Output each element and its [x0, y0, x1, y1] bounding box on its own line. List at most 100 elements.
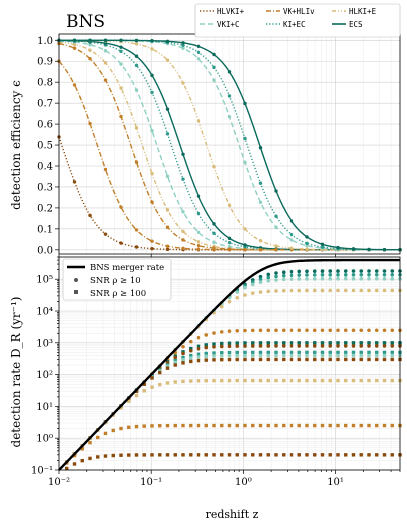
efficiency-point	[227, 247, 232, 251]
efficiency-point	[336, 245, 340, 250]
rate-point	[274, 353, 278, 358]
rate-point	[204, 358, 208, 362]
rate-point	[382, 288, 387, 293]
rate-point	[313, 378, 317, 383]
top-legend-label: HLVKI+	[217, 7, 245, 16]
rate-point	[258, 290, 263, 294]
rate-point	[196, 355, 201, 359]
rate-point	[204, 453, 208, 457]
rate-point	[367, 353, 371, 358]
top-ytick-label: 1.0	[37, 36, 53, 47]
rate-point	[235, 357, 239, 362]
rate-point	[351, 273, 356, 277]
rate-point	[196, 344, 201, 349]
efficiency-point	[72, 38, 77, 42]
rate-point	[351, 269, 356, 273]
efficiency-point	[165, 58, 170, 62]
efficiency-point	[212, 78, 216, 82]
rate-point	[289, 357, 294, 362]
rate-point	[282, 350, 286, 355]
efficiency-point	[134, 88, 139, 92]
rate-point	[258, 453, 263, 457]
rate-point	[150, 376, 154, 380]
rate-point	[266, 328, 271, 333]
rate-point	[243, 341, 247, 345]
efficiency-point	[181, 81, 185, 85]
rate-point	[305, 350, 309, 355]
efficiency-point	[274, 189, 278, 193]
efficiency-point	[150, 73, 154, 78]
efficiency-point	[243, 227, 247, 231]
rate-point	[359, 269, 364, 273]
rate-point	[305, 277, 309, 281]
rate-point	[189, 346, 193, 351]
rate-point	[328, 378, 332, 383]
rate-point	[72, 462, 77, 466]
rate-point	[227, 357, 232, 362]
rate-point	[320, 269, 325, 273]
rate-point	[374, 276, 379, 281]
efficiency-point	[88, 38, 92, 42]
rate-point	[328, 350, 332, 355]
rate-point	[266, 275, 271, 280]
rate-point	[382, 273, 387, 277]
rate-point	[312, 273, 317, 277]
efficiency-point	[181, 238, 185, 242]
rate-point	[344, 350, 348, 355]
bottom-legend: BNS merger rate SNR ρ ≥ 10 SNR ρ ≥ 100	[62, 258, 172, 301]
rate-point	[367, 341, 371, 345]
efficiency-point	[196, 57, 201, 61]
efficiency-point	[305, 241, 309, 245]
rate-point	[165, 381, 170, 385]
merger-rate-line	[58, 258, 400, 471]
rate-point	[258, 344, 263, 348]
rate-point	[297, 423, 301, 428]
rate-point	[134, 453, 139, 457]
rate-point	[235, 290, 240, 294]
xtick-label: 10⁻²	[48, 477, 70, 488]
rate-point	[204, 333, 209, 337]
rate-point	[142, 453, 146, 457]
rate-point	[227, 329, 232, 333]
efficiency-point	[196, 44, 201, 49]
rate-point	[119, 453, 123, 457]
rate-point	[343, 273, 348, 277]
rate-point	[235, 295, 240, 300]
top-legend-label: HLKI+E	[349, 7, 377, 16]
rate-point	[359, 276, 364, 281]
rate-point	[212, 351, 216, 355]
rate-point	[111, 453, 115, 458]
rate-point	[212, 378, 216, 383]
efficiency-point	[150, 47, 154, 51]
efficiency-point	[150, 39, 154, 43]
rate-point	[251, 341, 255, 345]
rate-point	[212, 354, 216, 358]
rate-point	[289, 423, 294, 428]
bottom-legend-label: BNS merger rate	[90, 263, 164, 273]
rate-point	[359, 453, 363, 457]
efficiency-point	[119, 86, 123, 90]
rate-point	[282, 453, 286, 457]
top-legend-label: VKI+C	[217, 20, 240, 29]
rate-point	[212, 331, 216, 335]
rate-point	[134, 393, 139, 398]
efficiency-point	[274, 214, 278, 218]
efficiency-point	[165, 39, 170, 44]
efficiency-point	[72, 46, 77, 50]
rate-point	[336, 344, 340, 348]
rate-point	[266, 353, 270, 358]
rate-point	[158, 370, 162, 375]
rate-point	[274, 278, 278, 282]
rate-point	[320, 353, 325, 358]
rate-point	[343, 328, 348, 333]
rate-point	[251, 350, 255, 355]
efficiency-point	[134, 42, 139, 46]
rate-point	[390, 350, 394, 355]
rate-point	[382, 341, 387, 345]
rate-point	[312, 269, 317, 273]
rate-point	[359, 378, 363, 383]
rate-point	[88, 440, 92, 445]
rate-point	[219, 344, 224, 349]
rate-point	[181, 355, 185, 360]
